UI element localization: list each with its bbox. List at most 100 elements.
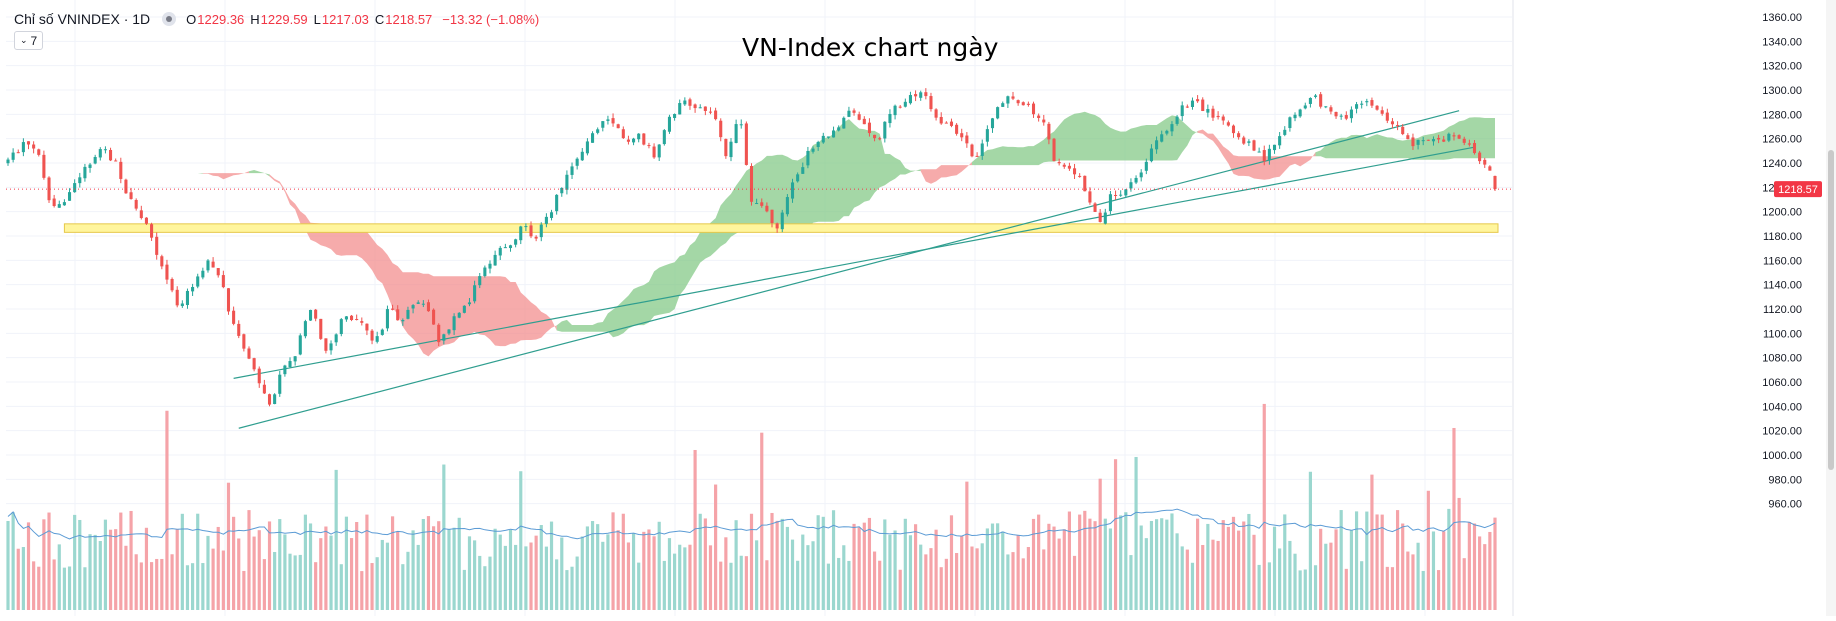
volume-bar bbox=[1021, 558, 1025, 610]
volume-bar bbox=[1452, 427, 1456, 610]
candle bbox=[78, 172, 82, 188]
volume-bar bbox=[1426, 490, 1430, 610]
volume-bar bbox=[965, 481, 969, 610]
symbol-name[interactable]: Chỉ số VNINDEX · 1D bbox=[14, 11, 151, 27]
candle-body bbox=[1119, 194, 1123, 196]
candle bbox=[83, 163, 87, 182]
volume-bar bbox=[878, 560, 882, 610]
candle bbox=[1257, 147, 1261, 153]
volume-bar bbox=[1190, 562, 1195, 610]
volume-bar bbox=[1016, 535, 1020, 610]
volume-bar bbox=[770, 512, 774, 610]
candle bbox=[549, 209, 554, 221]
volume-bar bbox=[452, 527, 456, 610]
candle-body bbox=[949, 121, 954, 126]
candle-body bbox=[1011, 96, 1015, 99]
volume-bar bbox=[134, 554, 138, 610]
volume-bar bbox=[1180, 546, 1184, 610]
visibility-icon[interactable] bbox=[162, 12, 177, 26]
candle bbox=[1001, 101, 1005, 108]
candle-body bbox=[1144, 161, 1148, 171]
candle bbox=[493, 250, 497, 266]
candle-body bbox=[888, 113, 892, 124]
low-value: 1217.03 bbox=[321, 11, 369, 27]
candle-body bbox=[914, 94, 918, 97]
volume-bar bbox=[242, 570, 246, 610]
candle-body bbox=[334, 334, 338, 343]
candle bbox=[73, 179, 77, 193]
candle bbox=[878, 136, 882, 141]
volume-bar bbox=[657, 521, 661, 610]
candle bbox=[160, 254, 164, 270]
candle bbox=[1406, 133, 1410, 140]
price-axis: 1360.00 1340.00 1320.00 1300.00 1280.00 1260.… bbox=[1512, 0, 1836, 616]
volume-bar bbox=[1160, 518, 1164, 610]
candle bbox=[785, 194, 789, 217]
volume-bar bbox=[1385, 566, 1389, 610]
volume-bar bbox=[1149, 520, 1154, 610]
candle-body bbox=[1452, 135, 1456, 137]
candle-body bbox=[273, 394, 277, 405]
volume-bar bbox=[560, 537, 564, 610]
volume-bar bbox=[83, 567, 87, 610]
candle bbox=[1478, 150, 1482, 165]
candle bbox=[1237, 131, 1241, 140]
candle bbox=[252, 357, 256, 372]
candle-body bbox=[1385, 112, 1389, 121]
candle-body bbox=[534, 236, 538, 239]
indicators-toggle-button[interactable]: ⌄ 7 bbox=[14, 31, 44, 50]
volume-bar bbox=[842, 545, 846, 610]
candle bbox=[139, 205, 143, 220]
candle-body bbox=[462, 305, 466, 313]
candle-body bbox=[1083, 175, 1087, 192]
volume-bar bbox=[1308, 471, 1312, 610]
volume-bar bbox=[1088, 518, 1092, 610]
volume-bar bbox=[683, 547, 687, 610]
candle-body bbox=[1426, 139, 1430, 141]
candle-body bbox=[842, 117, 846, 129]
bullish-cloud bbox=[1315, 117, 1495, 160]
candle-body bbox=[1001, 103, 1005, 107]
candle bbox=[934, 108, 938, 121]
candle-body bbox=[201, 270, 205, 278]
candle-body bbox=[975, 155, 979, 157]
candle-body bbox=[1262, 150, 1266, 162]
volume-bar bbox=[1119, 515, 1123, 610]
candle-body bbox=[103, 149, 107, 151]
volume-bar bbox=[1272, 526, 1277, 610]
volume-bar bbox=[67, 566, 72, 610]
price-tick-label: 1180.00 bbox=[1763, 231, 1802, 243]
volume-bar bbox=[1031, 518, 1036, 610]
volume-bar bbox=[514, 544, 518, 610]
volume-bar bbox=[678, 544, 682, 610]
volume-bar bbox=[714, 484, 718, 610]
candle bbox=[508, 244, 513, 252]
candle bbox=[1180, 101, 1184, 121]
volume-bar bbox=[1247, 513, 1251, 610]
candle-body bbox=[1021, 102, 1025, 106]
candle-body bbox=[32, 144, 36, 149]
volume-bar bbox=[421, 518, 425, 610]
candle bbox=[308, 309, 313, 321]
last-price-badge bbox=[1774, 181, 1822, 198]
candle-body bbox=[78, 177, 82, 184]
candle bbox=[929, 92, 933, 112]
candle bbox=[360, 317, 364, 326]
volume-bar bbox=[1113, 459, 1118, 610]
candle bbox=[144, 217, 148, 225]
bullish-cloud bbox=[972, 111, 1198, 166]
candle bbox=[283, 364, 287, 377]
candle-body bbox=[601, 121, 605, 128]
volume-bar bbox=[1288, 540, 1292, 610]
candle-body bbox=[67, 192, 72, 201]
candle-body bbox=[1267, 148, 1271, 161]
volume-bar bbox=[175, 529, 179, 610]
candle-body bbox=[1149, 148, 1153, 162]
volume-bar bbox=[637, 562, 641, 610]
trendlines bbox=[233, 110, 1475, 429]
candle bbox=[62, 199, 66, 206]
candle bbox=[267, 393, 272, 407]
volume-bar bbox=[32, 561, 36, 610]
